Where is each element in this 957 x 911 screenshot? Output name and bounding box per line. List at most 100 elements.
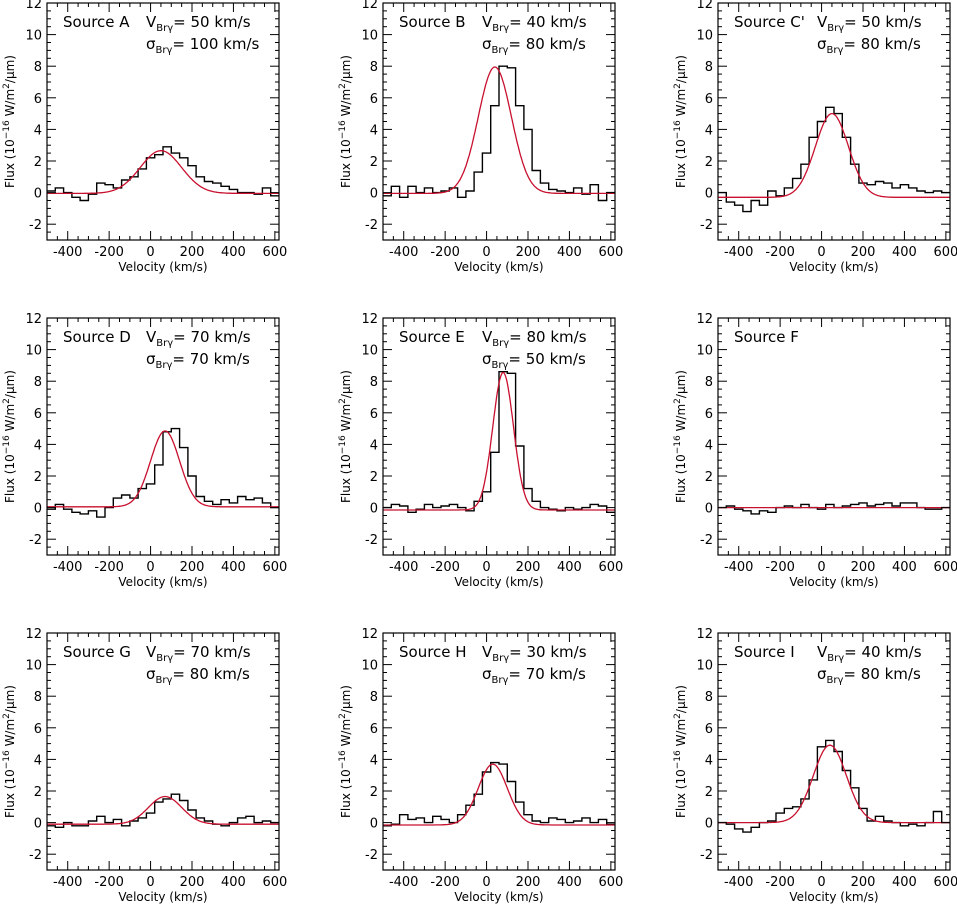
x-tick-label: -200	[765, 560, 795, 575]
x-tick-label: 200	[180, 245, 205, 260]
y-tick-label: 4	[705, 753, 713, 768]
x-axis-label: Velocity (km/s)	[454, 890, 543, 904]
panel-title: Source H	[399, 643, 467, 661]
x-tick-label: -400	[53, 560, 83, 575]
y-tick-label: 10	[696, 344, 713, 359]
y-tick-label: 6	[705, 407, 713, 422]
panel-title: Source F	[734, 328, 799, 346]
y-tick-label: 6	[34, 722, 42, 737]
histogram-line	[47, 427, 279, 518]
dispersion-annotation: σBrγ= 80 km/s	[482, 35, 586, 56]
x-tick-label: 400	[557, 560, 582, 575]
velocity-annotation: VBrγ= 70 km/s	[146, 643, 251, 664]
y-tick-label: 0	[370, 817, 378, 832]
x-tick-label: 0	[482, 875, 490, 890]
x-tick-label: 600	[933, 875, 957, 890]
x-tick-label: 200	[516, 875, 541, 890]
y-tick-label: 8	[705, 375, 713, 390]
x-tick-label: 200	[851, 875, 876, 890]
dispersion-annotation: σBrγ= 100 km/s	[146, 35, 259, 56]
x-tick-label: 200	[180, 560, 205, 575]
y-tick-label: 2	[370, 155, 378, 170]
y-tick-label: 12	[361, 627, 378, 642]
velocity-annotation: VBrγ= 30 km/s	[482, 643, 587, 664]
y-tick-label: 6	[705, 722, 713, 737]
panel-8: -400 -200 0 200 400 600 -2 0 2 4 6 8 10 12 Velocity (k…	[338, 627, 623, 904]
x-tick-label: -400	[724, 560, 754, 575]
x-tick-label: 600	[933, 560, 957, 575]
histogram-line	[383, 65, 615, 202]
y-tick-label: 12	[696, 627, 713, 642]
y-tick-label: 0	[705, 502, 713, 517]
x-tick-label: 400	[221, 875, 246, 890]
y-tick-label: 10	[696, 659, 713, 674]
y-tick-label: 4	[370, 123, 378, 138]
y-tick-label: 10	[25, 344, 42, 359]
x-tick-label: 400	[221, 560, 246, 575]
panel-6: -400 -200 0 200 400 600 -2 0 2 4 6 8 10 12 Velocity (k…	[673, 312, 957, 589]
y-tick-label: -2	[365, 533, 378, 548]
y-axis-label: Flux (10−16 W/m2/μm)	[338, 55, 353, 188]
y-tick-label: 0	[34, 817, 42, 832]
y-tick-label: 12	[25, 0, 42, 12]
x-tick-label: 200	[851, 245, 876, 260]
x-tick-label: 200	[180, 875, 205, 890]
dispersion-annotation: σBrγ= 80 km/s	[146, 665, 250, 686]
dispersion-annotation: σBrγ= 80 km/s	[817, 665, 921, 686]
x-tick-label: 400	[221, 245, 246, 260]
panel-5: -400 -200 0 200 400 600 -2 0 2 4 6 8 10 12 Velocity (k…	[338, 312, 623, 589]
x-tick-label: 600	[598, 560, 623, 575]
y-tick-label: 8	[370, 375, 378, 390]
y-tick-label: 2	[705, 470, 713, 485]
x-tick-label: 0	[482, 560, 490, 575]
y-tick-label: 10	[696, 29, 713, 44]
panel-3: -400 -200 0 200 400 600 -2 0 2 4 6 8 10 12 Velocity (k…	[673, 0, 957, 274]
x-tick-label: -200	[430, 245, 460, 260]
x-tick-label: -200	[94, 245, 124, 260]
x-tick-label: -400	[53, 875, 83, 890]
x-tick-label: -200	[430, 875, 460, 890]
y-tick-label: 6	[370, 722, 378, 737]
x-tick-label: 400	[892, 560, 917, 575]
x-tick-label: -200	[765, 875, 795, 890]
x-tick-label: 0	[482, 245, 490, 260]
gaussian-fit-line	[383, 371, 615, 511]
y-tick-label: 6	[34, 407, 42, 422]
panel-4: -400 -200 0 200 400 600 -2 0 2 4 6 8 10 12 Velocity (k…	[2, 312, 287, 589]
x-tick-label: -400	[724, 875, 754, 890]
y-tick-label: 12	[361, 312, 378, 327]
y-tick-label: 4	[34, 123, 42, 138]
y-tick-label: 4	[705, 438, 713, 453]
y-tick-label: 0	[34, 502, 42, 517]
y-tick-label: -2	[29, 848, 42, 863]
y-axis-label: Flux (10−16 W/m2/μm)	[2, 55, 17, 188]
x-tick-label: -400	[389, 560, 419, 575]
y-tick-label: 2	[370, 785, 378, 800]
x-tick-label: 400	[557, 245, 582, 260]
panel-9: -400 -200 0 200 400 600 -2 0 2 4 6 8 10 12 Velocity (k…	[673, 627, 957, 904]
y-tick-label: 0	[370, 502, 378, 517]
x-tick-label: 400	[892, 245, 917, 260]
y-tick-label: 10	[361, 344, 378, 359]
y-tick-label: -2	[29, 533, 42, 548]
gaussian-fit-line	[383, 763, 615, 826]
x-tick-label: -400	[724, 245, 754, 260]
y-tick-label: -2	[700, 218, 713, 233]
y-tick-label: 8	[34, 375, 42, 390]
x-tick-label: 600	[598, 875, 623, 890]
y-tick-label: 6	[370, 92, 378, 107]
panel-1: -400 -200 0 200 400 600 -2 0 2 4 6 8 10 12 Velocity (k…	[2, 0, 287, 274]
y-tick-label: 0	[34, 187, 42, 202]
x-tick-label: 0	[817, 875, 825, 890]
y-tick-label: 4	[34, 753, 42, 768]
x-tick-label: 200	[516, 245, 541, 260]
x-axis-label: Velocity (km/s)	[118, 260, 207, 274]
panel-title: Source C'	[734, 13, 805, 31]
y-tick-label: -2	[365, 218, 378, 233]
y-axis-label: Flux (10−16 W/m2/μm)	[673, 55, 688, 188]
y-tick-label: 8	[370, 690, 378, 705]
x-tick-label: 400	[557, 875, 582, 890]
x-tick-label: 600	[262, 875, 287, 890]
x-tick-label: 0	[146, 875, 154, 890]
